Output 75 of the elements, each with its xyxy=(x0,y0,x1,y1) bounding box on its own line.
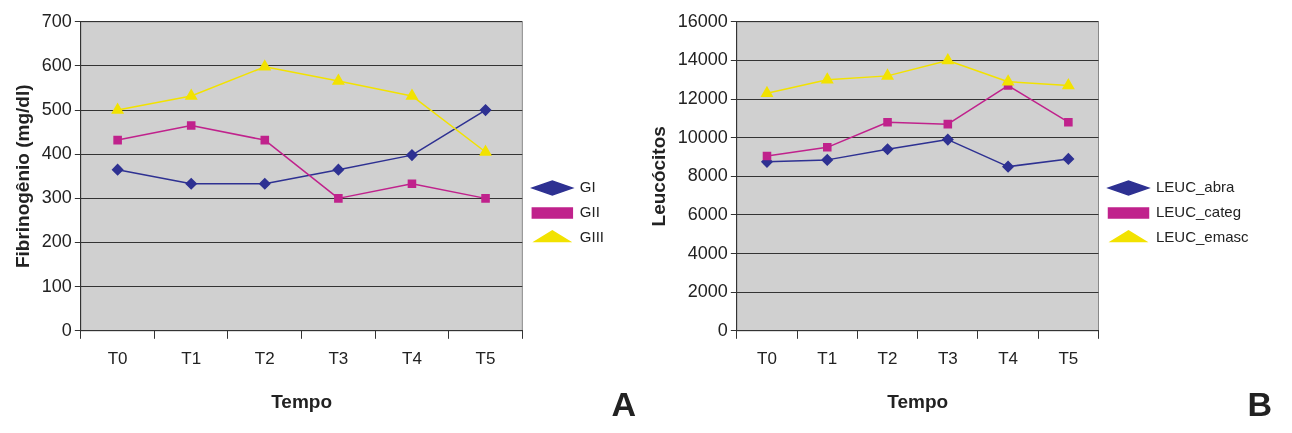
point xyxy=(1002,74,1015,86)
y-tick-label: 100 xyxy=(41,275,72,296)
point xyxy=(479,145,492,156)
point xyxy=(821,72,834,84)
y-tick-label: 12000 xyxy=(677,88,728,109)
legend-label: GIII xyxy=(579,228,604,246)
point xyxy=(111,163,124,176)
legend-label: LEUC_abra xyxy=(1156,178,1236,196)
y-tick-label: 10000 xyxy=(677,126,728,147)
point xyxy=(1062,78,1075,90)
x-axis-title: Tempo xyxy=(887,390,949,412)
point xyxy=(332,74,345,85)
point xyxy=(822,143,832,152)
x-tick-label: T1 xyxy=(817,348,838,368)
text: B xyxy=(1247,385,1272,424)
x-tick-label: T3 xyxy=(328,348,349,368)
point xyxy=(111,103,124,114)
x-tick-label: T5 xyxy=(1058,348,1079,368)
point xyxy=(406,149,418,161)
y-tick-label: 2000 xyxy=(687,281,728,302)
point xyxy=(258,60,271,71)
y-axis-title: Fibrinogênio (mg/dl) xyxy=(11,84,33,269)
point xyxy=(821,154,834,166)
point xyxy=(260,135,270,145)
point xyxy=(407,179,417,189)
legend-label: LEUC_categ xyxy=(1156,203,1242,221)
y-tick-label: 8000 xyxy=(687,165,728,186)
point xyxy=(883,117,892,127)
y-tick-label: 4000 xyxy=(687,242,728,263)
x-tick-label: T4 xyxy=(998,348,1019,368)
x-tick-label: T2 xyxy=(877,348,898,368)
legend-label: GI xyxy=(579,178,596,196)
x-tick-label: T2 xyxy=(254,348,275,368)
point xyxy=(113,135,122,145)
point xyxy=(881,69,894,80)
point xyxy=(259,178,271,190)
y-tick-label: 600 xyxy=(41,54,72,75)
x-tick-label: T1 xyxy=(181,348,202,368)
point xyxy=(943,119,953,129)
point xyxy=(1062,153,1075,165)
y-tick-label: 300 xyxy=(41,187,72,208)
y-tick-label: 14000 xyxy=(677,49,728,70)
x-tick-label: T4 xyxy=(402,348,422,368)
point xyxy=(1002,160,1014,173)
text: A xyxy=(611,385,636,424)
point xyxy=(479,104,492,116)
y-tick-label: 500 xyxy=(41,99,72,120)
point xyxy=(762,151,772,161)
point xyxy=(334,194,343,203)
point xyxy=(185,89,198,100)
legend-label: LEUC_emasc xyxy=(1156,228,1250,246)
point xyxy=(481,194,490,203)
point xyxy=(332,163,345,176)
x-tick-label: T0 xyxy=(757,348,777,368)
x-tick-label: T0 xyxy=(107,348,128,368)
point xyxy=(941,53,954,65)
legend-label: GII xyxy=(579,203,600,221)
point xyxy=(1064,117,1073,127)
y-tick-label: 6000 xyxy=(687,203,728,224)
point xyxy=(406,89,418,100)
y-tick-label: 200 xyxy=(41,231,72,252)
x-axis-title: Tempo xyxy=(271,390,333,412)
x-tick-label: T5 xyxy=(475,348,496,368)
point xyxy=(881,143,894,156)
point xyxy=(186,121,196,130)
y-tick-label: 0 xyxy=(61,319,72,340)
y-tick-label: 0 xyxy=(717,319,728,340)
point xyxy=(942,133,954,146)
y-tick-label: 16000 xyxy=(677,10,728,31)
y-axis-title: Leucócitos xyxy=(647,126,669,227)
point xyxy=(185,178,197,190)
point xyxy=(761,86,773,98)
x-tick-label: T3 xyxy=(937,348,958,368)
y-tick-label: 400 xyxy=(41,143,72,164)
y-tick-label: 700 xyxy=(41,10,72,31)
